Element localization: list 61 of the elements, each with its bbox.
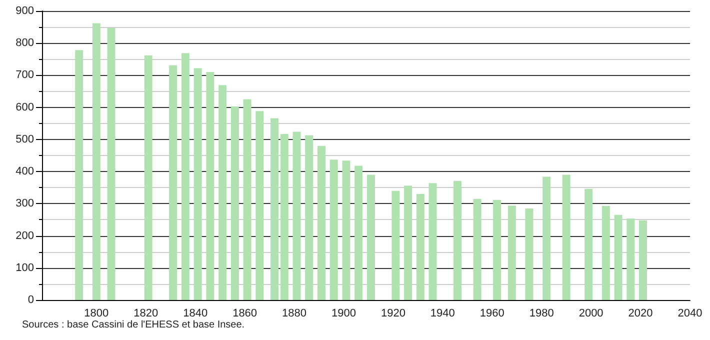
bar (218, 85, 227, 300)
bar (169, 65, 178, 300)
x-tick-label: 1840 (183, 308, 208, 320)
bar (144, 55, 152, 300)
bar (493, 200, 502, 300)
bar (614, 214, 622, 300)
bar (584, 188, 593, 300)
bar (270, 118, 278, 300)
x-tick-label: 2020 (628, 308, 653, 320)
y-tick-label: 600 (16, 101, 34, 114)
bar (292, 132, 301, 300)
bar (416, 194, 424, 300)
y-tick-label: 900 (16, 5, 34, 17)
x-tick-label: 2040 (678, 308, 702, 320)
bar (404, 186, 412, 300)
y-tick-label: 0 (28, 294, 34, 306)
bar (525, 208, 534, 300)
bar (366, 174, 375, 300)
y-tick-label: 100 (16, 262, 34, 274)
bar (317, 146, 326, 300)
x-tick-label: 2000 (578, 308, 604, 320)
x-tick-label: 1960 (480, 308, 504, 320)
x-tick-label: 1880 (282, 308, 307, 320)
bar (428, 183, 437, 300)
bar (280, 134, 288, 300)
bar (354, 166, 363, 300)
bar (639, 220, 648, 300)
bar (330, 160, 338, 300)
x-tick-label: 1860 (232, 308, 258, 320)
x-tick-label: 1800 (84, 308, 109, 320)
bar (305, 135, 314, 300)
bar (256, 111, 264, 300)
bar (508, 206, 516, 300)
bar (626, 218, 635, 300)
bar (75, 50, 84, 300)
bar (473, 198, 482, 300)
bar (92, 23, 100, 300)
bar (542, 176, 551, 300)
bar (602, 206, 610, 300)
bar (107, 28, 116, 300)
x-tick-label: 1980 (529, 308, 554, 320)
bar (392, 190, 400, 300)
x-tick-label: 1920 (380, 308, 406, 320)
bar (206, 72, 214, 300)
y-tick-label: 200 (16, 230, 34, 242)
bar (230, 106, 239, 300)
y-tick-label: 300 (16, 198, 34, 210)
x-tick-label: 1900 (332, 308, 356, 320)
bar (243, 99, 252, 300)
x-tick-label: 1820 (134, 308, 158, 320)
bar (194, 68, 202, 300)
x-tick-label: 1940 (430, 308, 455, 320)
source-note: Sources : base Cassini de l'EHESS et base Insee. (22, 320, 245, 330)
bar (454, 180, 462, 300)
bar (562, 174, 570, 300)
y-tick-label: 800 (16, 37, 34, 50)
y-tick-label: 400 (16, 166, 34, 178)
y-tick-label: 500 (16, 133, 34, 146)
y-tick-label: 700 (16, 69, 34, 82)
bar (342, 160, 350, 300)
bar (181, 53, 190, 300)
